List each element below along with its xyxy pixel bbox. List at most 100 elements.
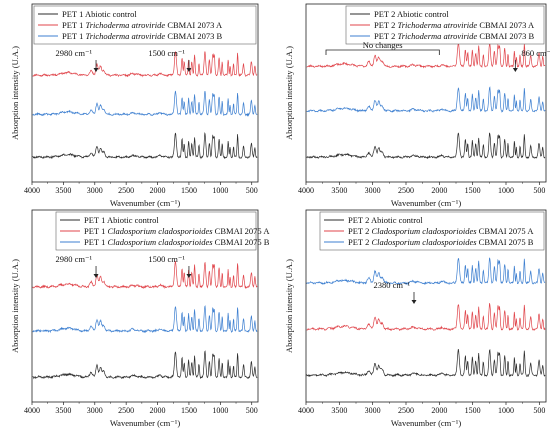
legend-entry: PET 2 Cladosporium cladosporioides CBMAI… (348, 226, 534, 236)
legend-species: Trichoderma atroviride (397, 31, 479, 41)
annotation-arrowhead (186, 68, 192, 72)
plot-frame (305, 3, 547, 183)
x-tick-label: 2000 (431, 406, 447, 415)
legend-species: Cladosporium cladosporioides (371, 237, 478, 247)
x-tick-label: 3000 (87, 406, 103, 415)
x-tick-label: 4000 (24, 186, 40, 195)
x-axis-title: Wavenumber (cm⁻¹) (391, 418, 461, 428)
x-tick-label: 3000 (365, 406, 381, 415)
y-axis-title: Absorption intensity (U.A.) (284, 259, 294, 353)
legend-entry: PET 1 Cladosporium cladosporioides CBMAI… (84, 237, 270, 247)
x-tick-label: 1500 (181, 406, 197, 415)
annotation-label: 2380 cm⁻¹ (373, 280, 410, 290)
legend-suffix: CBMAI 2075 A (479, 226, 535, 236)
series-line-control (306, 132, 546, 160)
x-tick-label: 4000 (298, 186, 314, 195)
x-axis-title: Wavenumber (cm⁻¹) (391, 198, 461, 208)
annotation-label: 1500 cm⁻¹ (148, 48, 185, 58)
plot-frame (31, 209, 259, 403)
annotation-arrowhead (512, 68, 518, 72)
annotation-label: 860 cm⁻¹ (521, 48, 550, 58)
x-tick-label: 3000 (365, 186, 381, 195)
annotation-arrowhead (411, 300, 417, 304)
legend-box (55, 211, 257, 251)
legend-suffix: CBMAI 2073 B (167, 31, 222, 41)
legend-box (33, 5, 257, 45)
x-tick-label: 2000 (150, 186, 166, 195)
x-tick-label: 2000 (431, 186, 447, 195)
chart-panel: 4000 3500 3000 2500 2000 1500 1000 500 Wavenumbe… (284, 209, 547, 428)
x-tick-label: 3000 (87, 186, 103, 195)
legend-suffix: Abiotic control (107, 215, 159, 225)
y-axis-title: Absorption intensity (U.A.) (10, 46, 20, 140)
legend-species: Cladosporium cladosporioides (371, 226, 478, 236)
legend-entry: PET 2 Cladosporium cladosporioides CBMAI… (348, 237, 534, 247)
annotation-label: 2980 cm⁻¹ (55, 48, 92, 58)
legend-entry: PET 2 Abiotic control (348, 215, 423, 225)
x-tick-label: 2500 (398, 186, 414, 195)
x-tick-label: 1500 (465, 186, 481, 195)
chart-panel: 4000 3500 3000 2500 2000 1500 1000 500 Wavenumbe… (284, 3, 550, 208)
legend-entry: PET 1 Abiotic control (84, 215, 159, 225)
legend-prefix: PET 2 (374, 20, 397, 30)
series-line-strain_b (32, 305, 258, 334)
legend-prefix: PET 1 (84, 237, 107, 247)
x-tick-label: 500 (533, 406, 545, 415)
annotation-bracket (325, 49, 440, 55)
legend-suffix: CBMAI 2073 B (479, 31, 534, 41)
legend-prefix: PET 2 (374, 31, 397, 41)
series-line-strain_b (306, 86, 546, 113)
legend-box (319, 211, 545, 251)
legend-species: Cladosporium cladosporioides (107, 226, 214, 236)
legend-prefix: PET 1 (84, 215, 107, 225)
annotation-label: 2980 cm⁻¹ (55, 254, 92, 264)
series-line-strain_a (306, 42, 546, 69)
x-tick-label: 1000 (212, 186, 228, 195)
legend-entry: PET 1 Cladosporium cladosporioides CBMAI… (84, 226, 270, 236)
x-tick-label: 3500 (55, 406, 71, 415)
legend-suffix: CBMAI 2075 B (479, 237, 534, 247)
x-tick-label: 2500 (118, 406, 134, 415)
annotation-label: No changes (363, 40, 403, 50)
legend-suffix: CBMAI 2075 A (215, 226, 271, 236)
annotation-label: 1500 cm⁻¹ (148, 254, 185, 264)
x-tick-label: 500 (533, 186, 545, 195)
legend-species: Trichoderma atroviride (397, 20, 479, 30)
series-line-strain_a (32, 50, 258, 78)
x-tick-label: 4000 (24, 406, 40, 415)
x-tick-label: 1500 (181, 186, 197, 195)
plot-frame (31, 3, 259, 183)
legend-species: Trichoderma atroviride (85, 31, 167, 41)
x-tick-label: 2500 (118, 186, 134, 195)
legend-prefix: PET 1 (62, 20, 85, 30)
legend-entry: PET 2 Trichoderma atroviride CBMAI 2073 … (374, 31, 534, 41)
x-tick-label: 3500 (55, 186, 71, 195)
legend-suffix: CBMAI 2073 A (167, 20, 223, 30)
annotation-arrowhead (93, 68, 99, 72)
x-tick-label: 3500 (331, 406, 347, 415)
annotation-arrowhead (93, 274, 99, 278)
legend-prefix: PET 1 (62, 9, 85, 19)
x-tick-label: 3500 (331, 186, 347, 195)
legend-entry: PET 2 Trichoderma atroviride CBMAI 2073 … (374, 20, 535, 30)
legend-species: Trichoderma atroviride (85, 20, 167, 30)
legend-entry: PET 1 Trichoderma atroviride CBMAI 2073 … (62, 20, 223, 30)
legend-entry: PET 1 Abiotic control (62, 9, 137, 19)
x-tick-label: 500 (246, 186, 258, 195)
x-axis-title: Wavenumber (cm⁻¹) (110, 198, 180, 208)
x-axis-title: Wavenumber (cm⁻¹) (110, 418, 180, 428)
series-line-strain_a (306, 303, 546, 332)
legend-box (345, 5, 545, 45)
x-tick-label: 500 (246, 406, 258, 415)
legend-entry: PET 2 Abiotic control (374, 9, 449, 19)
legend-suffix: CBMAI 2073 A (479, 20, 535, 30)
plot-frame (305, 209, 547, 403)
x-tick-label: 1000 (498, 186, 514, 195)
legend-prefix: PET 2 (348, 226, 371, 236)
x-tick-label: 1500 (465, 406, 481, 415)
